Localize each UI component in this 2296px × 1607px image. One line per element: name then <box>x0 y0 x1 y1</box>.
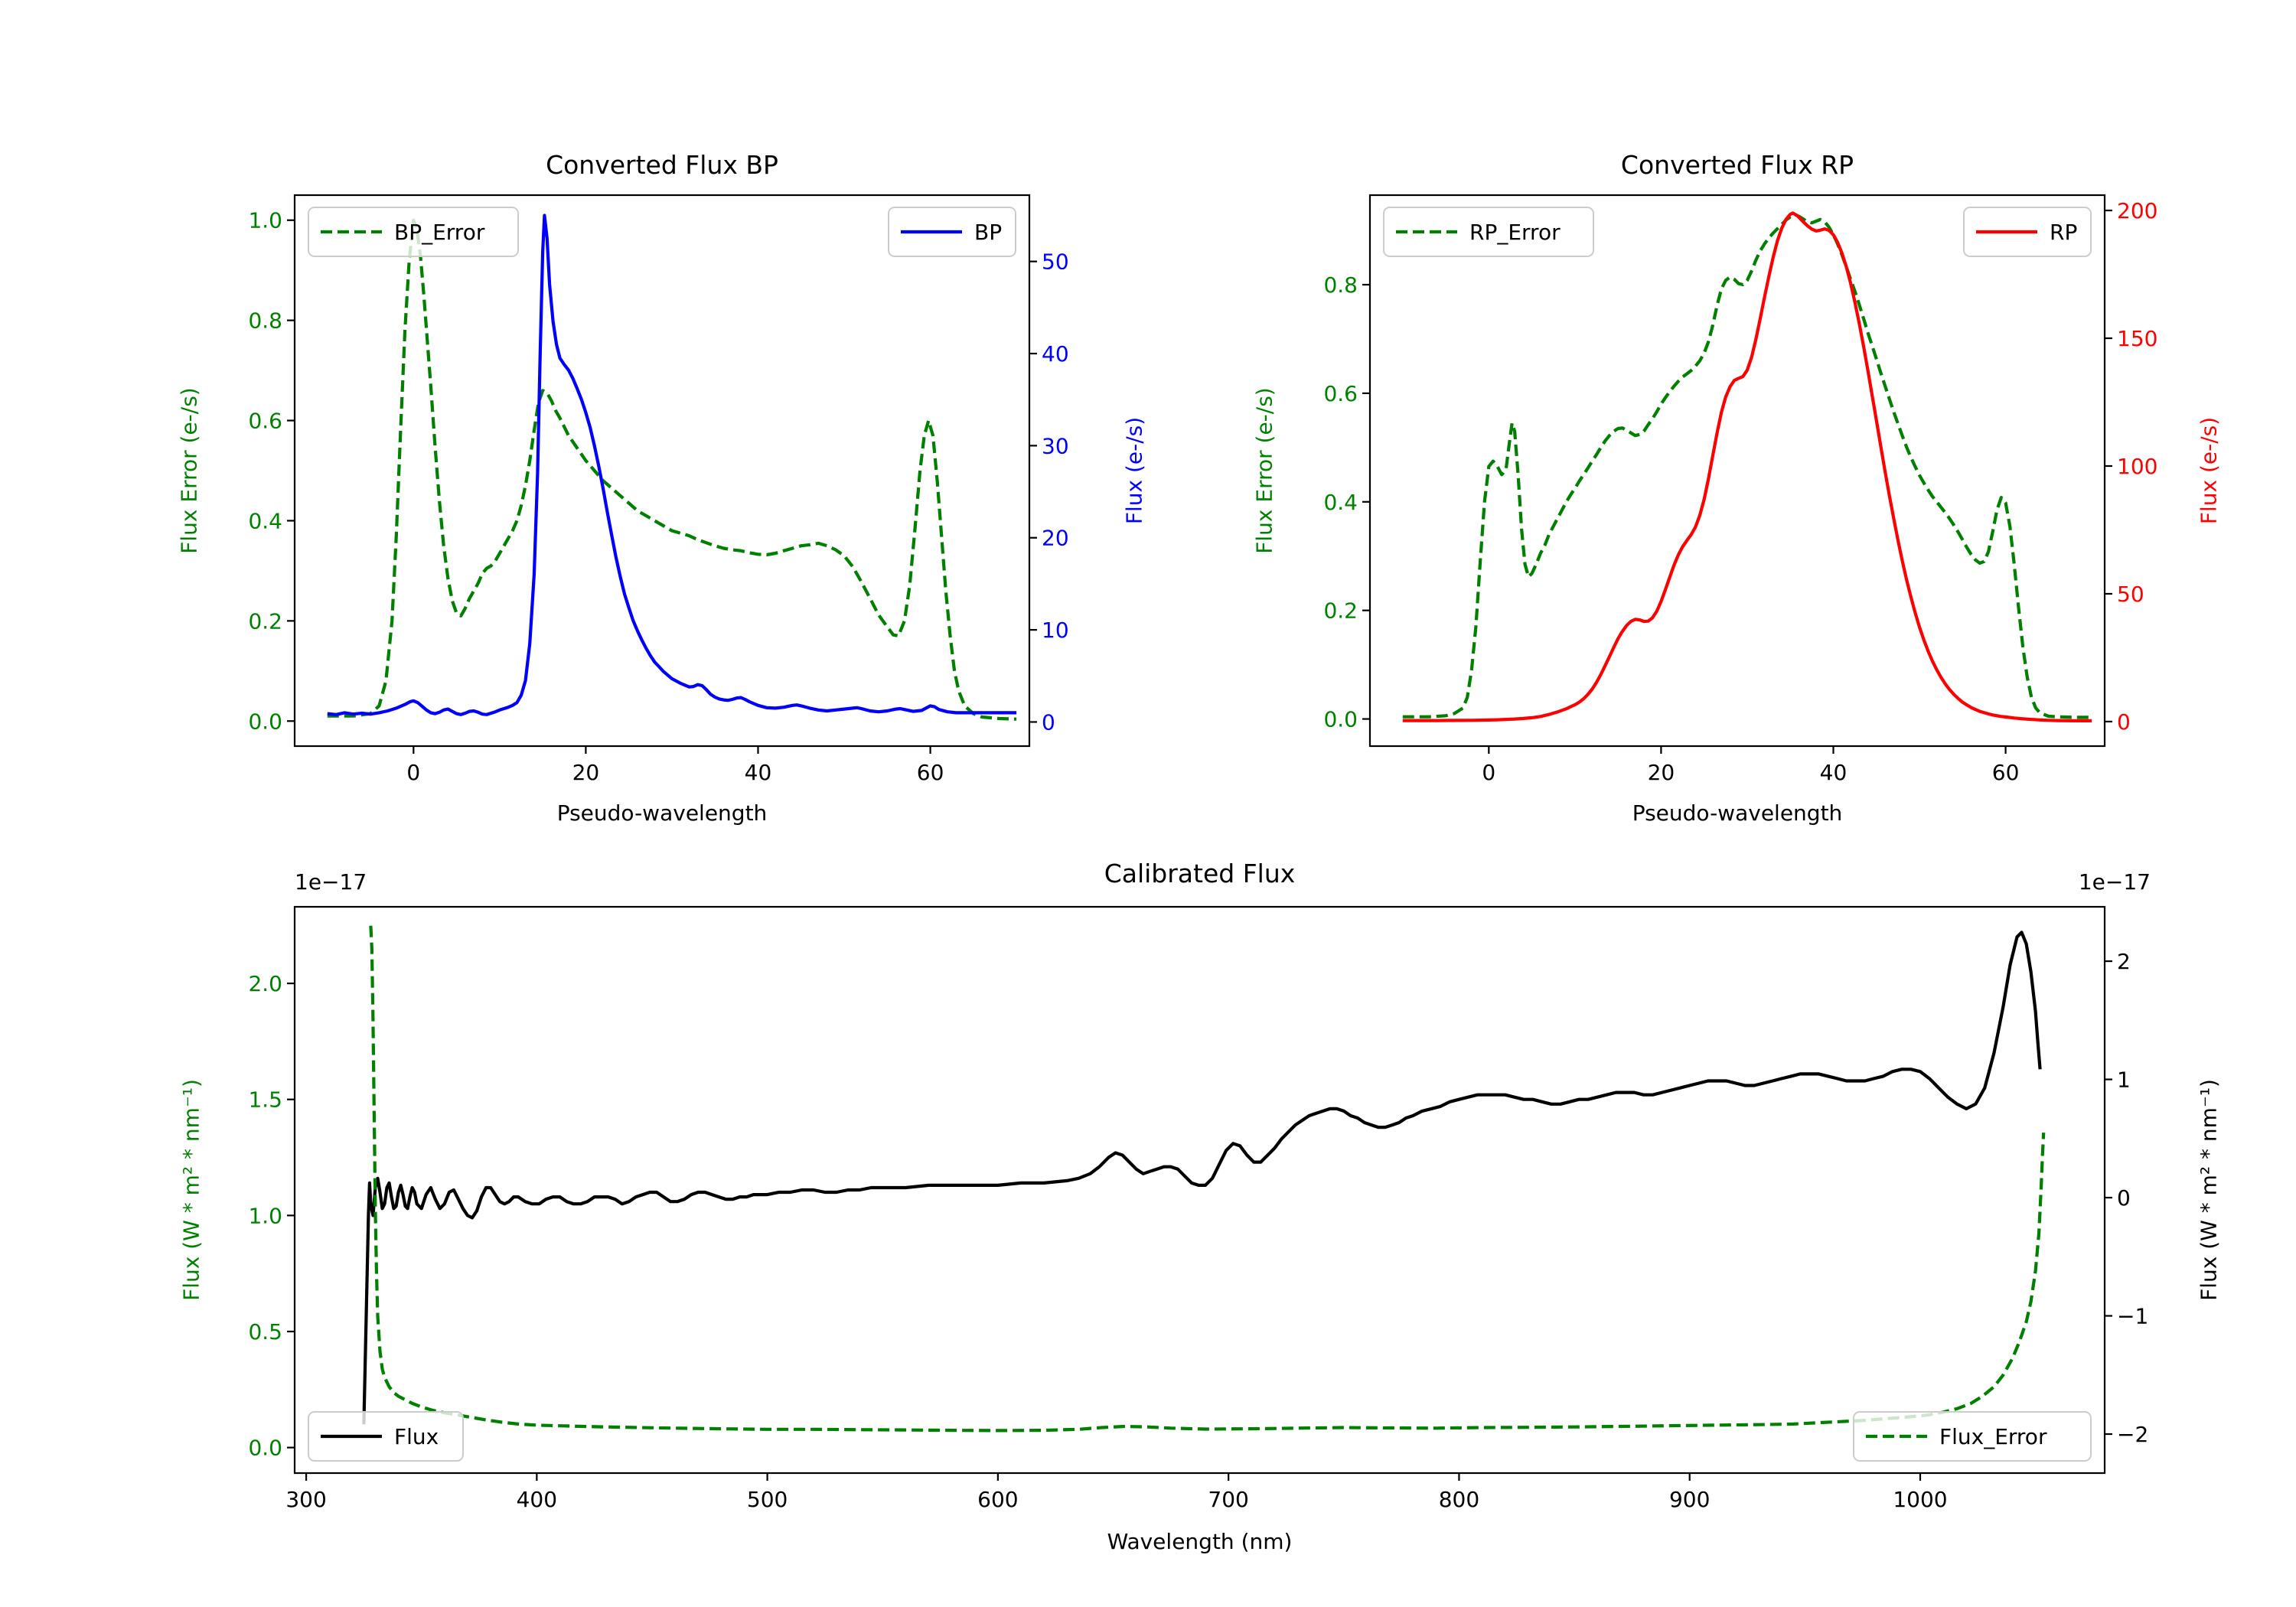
legend-label: RP <box>2050 220 2077 245</box>
chart-bp-xlabel: Pseudo-wavelength <box>556 800 768 826</box>
chart-calibrated-title: Calibrated Flux <box>1104 859 1296 888</box>
left-y-tick-label: 0.2 <box>248 608 282 634</box>
chart-bp-title: Converted Flux BP <box>546 150 778 180</box>
left-y-tick-label: 0.4 <box>248 508 282 533</box>
x-tick-label: 40 <box>745 760 772 785</box>
right-y-tick-label: −1 <box>2117 1304 2148 1329</box>
right-y-tick-label: 50 <box>1042 249 1069 275</box>
right-y-tick-label: 200 <box>2117 198 2157 223</box>
right-y-tick-label: 150 <box>2117 326 2157 351</box>
right-y-tick-label: 10 <box>1042 618 1069 643</box>
legend-box <box>308 1411 464 1462</box>
left-y-tick-label: 0.0 <box>248 1436 282 1461</box>
left-y-tick-label: 2.0 <box>248 971 282 996</box>
x-tick-label: 600 <box>977 1487 1018 1512</box>
right-y-tick-label: 0 <box>2117 709 2131 735</box>
right-y-tick-label: −2 <box>2117 1422 2148 1447</box>
legend-label: Flux <box>394 1424 439 1449</box>
right-y-tick-label: 40 <box>1042 341 1069 367</box>
right-y-tick-label: 100 <box>2117 454 2157 479</box>
right-y-tick-label: 0 <box>2117 1185 2131 1211</box>
x-tick-label: 20 <box>572 760 600 785</box>
chart-rp-title: Converted Flux RP <box>1620 150 1854 180</box>
left-y-tick-label: 0.0 <box>248 709 282 734</box>
x-tick-label: 0 <box>406 760 420 785</box>
chart-calibrated-left-ylabel: Flux (W * m² * nm⁻¹) <box>178 1079 204 1301</box>
chart-rp-right-ylabel: Flux (e-/s) <box>2196 416 2222 525</box>
legend-label: RP_Error <box>1469 220 1561 245</box>
x-tick-label: 300 <box>285 1487 326 1512</box>
legend-box <box>1383 207 1594 257</box>
x-tick-label: 60 <box>1992 760 2020 785</box>
x-tick-label: 700 <box>1208 1487 1248 1512</box>
series-BP_Error <box>327 218 1017 721</box>
left-y-tick-label: 0.6 <box>248 409 282 434</box>
x-tick-label: 800 <box>1439 1487 1479 1512</box>
legend-box <box>1853 1411 2092 1462</box>
right-y-tick-label: 50 <box>2117 582 2144 607</box>
chart-calibrated-right-ylabel: Flux (W * m² * nm⁻¹) <box>2196 1079 2222 1301</box>
left-y-tick-label: 0.0 <box>1323 707 1358 732</box>
right-y-tick-label: 2 <box>2117 949 2131 974</box>
series-RP <box>1402 211 2092 722</box>
axes-frame <box>293 194 1031 748</box>
right-y-tick-label: 1 <box>2117 1068 2131 1093</box>
x-tick-label: 40 <box>1820 760 1848 785</box>
chart-calibrated-xlabel: Wavelength (nm) <box>1107 1529 1293 1554</box>
left-y-tick-label: 0.8 <box>248 308 282 334</box>
right-y-tick-label: 30 <box>1042 433 1069 458</box>
axes-frame <box>1368 194 2106 748</box>
x-tick-label: 60 <box>917 760 944 785</box>
right-offset-text: 1e−17 <box>2078 869 2151 895</box>
left-offset-text: 1e−17 <box>295 869 367 895</box>
legend-label: BP <box>974 220 1002 245</box>
left-y-tick-label: 1.0 <box>248 1203 282 1228</box>
x-tick-label: 20 <box>1648 760 1675 785</box>
series-Flux <box>362 931 2042 1425</box>
x-tick-label: 500 <box>747 1487 788 1512</box>
chart-rp-xlabel: Pseudo-wavelength <box>1632 800 1843 826</box>
x-tick-label: 400 <box>517 1487 557 1512</box>
left-y-tick-label: 1.0 <box>248 208 282 233</box>
chart-bp-right-ylabel: Flux (e-/s) <box>1121 416 1147 525</box>
series-BP <box>327 214 1017 716</box>
right-y-tick-label: 0 <box>1042 709 1055 735</box>
x-tick-label: 900 <box>1669 1487 1710 1512</box>
legend-label: Flux_Error <box>1939 1424 2047 1449</box>
right-y-tick-label: 20 <box>1042 526 1069 551</box>
chart-bp-left-ylabel: Flux Error (e-/s) <box>176 387 202 554</box>
x-tick-label: 1000 <box>1893 1487 1947 1512</box>
left-y-tick-label: 0.8 <box>1323 272 1358 298</box>
series-Flux_Error <box>369 925 2046 1433</box>
left-y-tick-label: 0.5 <box>248 1319 282 1345</box>
legend-box <box>308 207 519 257</box>
left-y-tick-label: 0.6 <box>1323 381 1358 406</box>
left-y-tick-label: 0.4 <box>1323 490 1358 515</box>
left-y-tick-label: 1.5 <box>248 1087 282 1113</box>
left-y-tick-label: 0.2 <box>1323 598 1358 624</box>
series-RP_Error <box>1402 213 2092 719</box>
axes-frame <box>293 905 2106 1475</box>
legend-label: BP_Error <box>394 220 485 245</box>
chart-rp-left-ylabel: Flux Error (e-/s) <box>1251 387 1277 554</box>
x-tick-label: 0 <box>1482 760 1495 785</box>
